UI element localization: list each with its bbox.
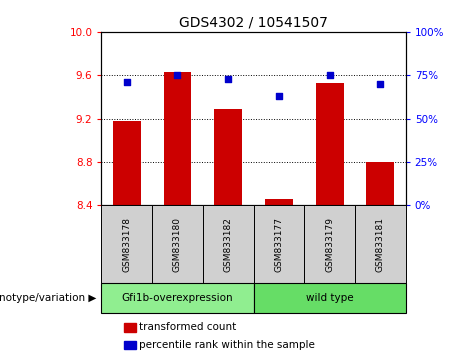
- Text: GSM833180: GSM833180: [173, 217, 182, 272]
- Bar: [214, 109, 242, 205]
- Text: genotype/variation ▶: genotype/variation ▶: [0, 293, 97, 303]
- Text: GSM833182: GSM833182: [224, 217, 233, 272]
- Bar: [316, 83, 343, 205]
- Point: [225, 76, 232, 81]
- Point: [326, 73, 333, 78]
- Text: GSM833181: GSM833181: [376, 217, 385, 272]
- Text: percentile rank within the sample: percentile rank within the sample: [139, 340, 315, 350]
- Bar: [113, 121, 141, 205]
- Text: GSM833177: GSM833177: [274, 217, 284, 272]
- Text: GSM833178: GSM833178: [122, 217, 131, 272]
- Point: [275, 93, 283, 99]
- Point: [123, 79, 130, 85]
- Bar: [366, 162, 394, 205]
- Text: wild type: wild type: [306, 293, 354, 303]
- Text: GSM833179: GSM833179: [325, 217, 334, 272]
- Bar: [164, 72, 191, 205]
- Point: [377, 81, 384, 87]
- Point: [174, 73, 181, 78]
- Bar: [265, 199, 293, 205]
- Title: GDS4302 / 10541507: GDS4302 / 10541507: [179, 15, 328, 29]
- Text: Gfi1b-overexpression: Gfi1b-overexpression: [122, 293, 233, 303]
- Text: transformed count: transformed count: [139, 322, 236, 332]
